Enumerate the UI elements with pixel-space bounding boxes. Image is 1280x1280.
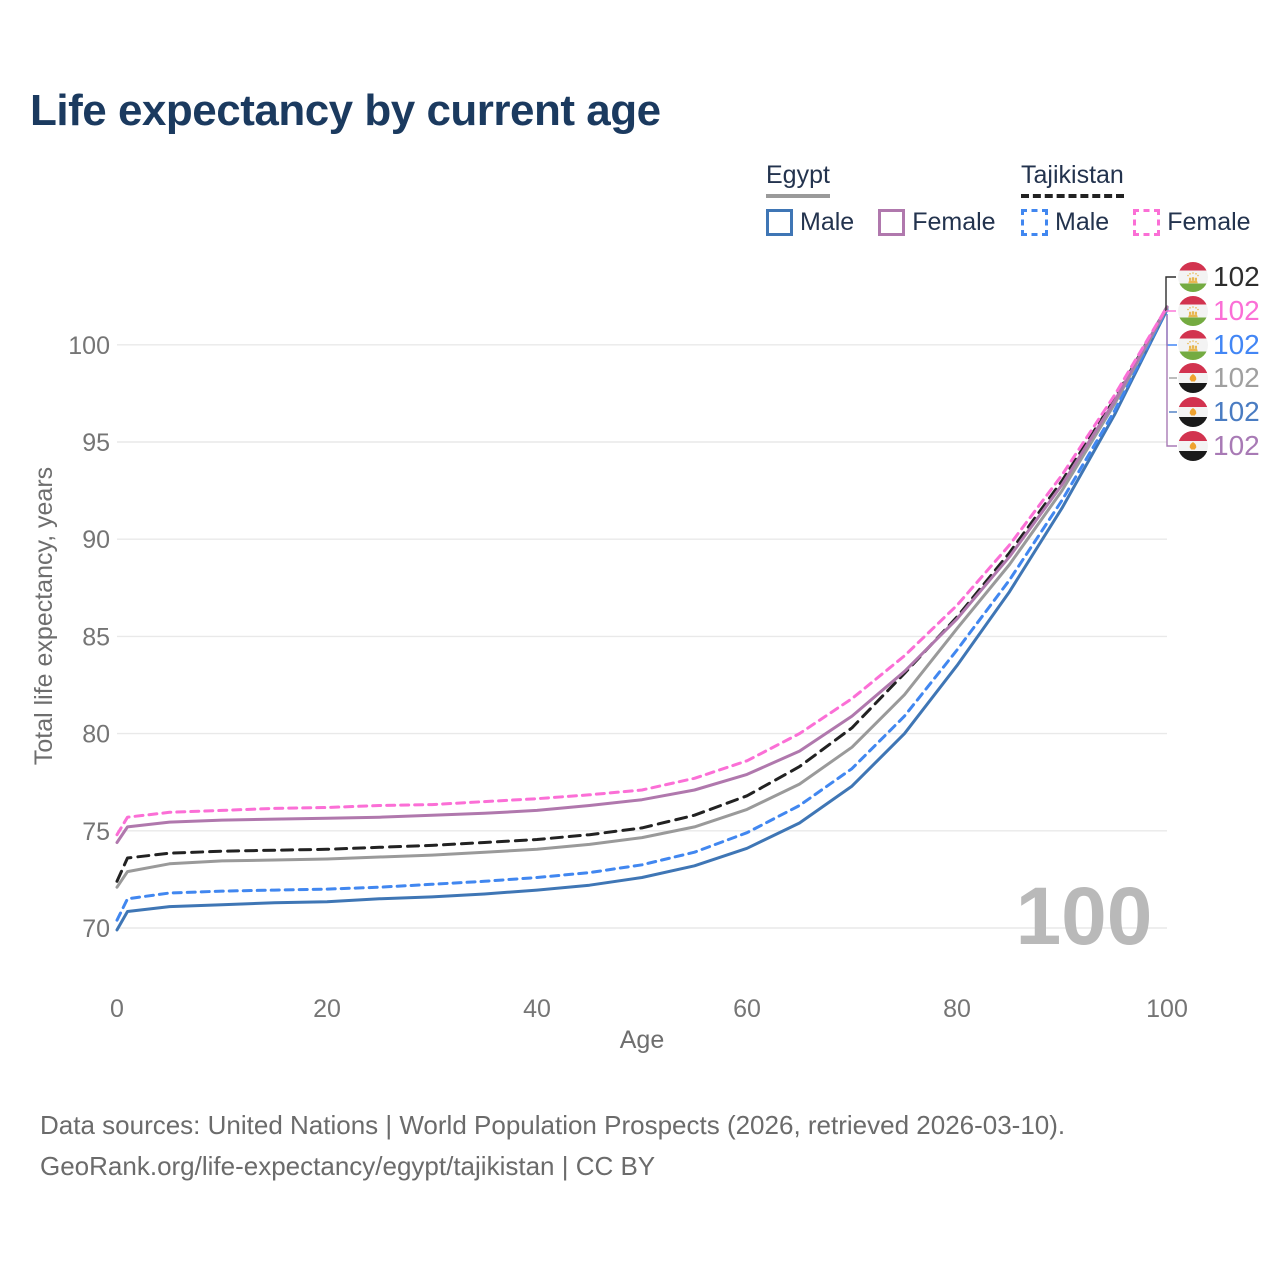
legend-label: Male [1055,207,1110,236]
end-value-egypt-total: 102 [1213,362,1260,393]
tajikistan-female-swatch-icon [1133,208,1161,236]
x-tick-label: 80 [943,995,971,1023]
tajikistan-flag-icon [1178,262,1208,292]
y-tick-label: 80 [82,721,110,749]
line-tajikistan-total[interactable] [115,305,1169,883]
footer-attribution: GeoRank.org/life-expectancy/egypt/tajiki… [40,1151,656,1181]
egypt-flag-icon [1178,363,1208,393]
egypt-female-swatch-icon [878,208,906,236]
x-tick-label: 20 [313,995,341,1023]
x-tick-label: 0 [110,995,124,1023]
legend-item-egypt-male[interactable]: Male [766,208,854,237]
line-egypt-male[interactable] [115,308,1169,932]
life-expectancy-chart[interactable]: Total life expectancy, years Age 70 75 80 8… [0,0,1280,1080]
legend-items-tajikistan: Male Female [1021,208,1251,237]
egypt-flag-icon [1178,431,1208,461]
line-tajikistan-male[interactable] [115,307,1169,922]
y-tick-label: 90 [82,526,110,554]
legend-item-tajikistan-female[interactable]: Female [1133,207,1251,237]
end-value-egypt-male: 102 [1213,396,1260,427]
legend-item-egypt-female[interactable]: Female [878,207,996,237]
legend-label: Female [1167,207,1251,236]
x-tick-label: 60 [733,995,761,1023]
legend-label: Male [800,207,855,236]
tajikistan-male-swatch-icon [1021,208,1048,236]
tajikistan-flag-icon [1178,330,1208,360]
page-title: Life expectancy by current age [30,86,661,135]
end-value-tajikistan-female: 102 [1213,295,1260,326]
leader-line-egypt-female [1166,315,1177,447]
leader-line-tajikistan-total [1165,276,1176,311]
legend-header-tajikistan[interactable]: Tajikistan [1021,161,1124,198]
end-value-egypt-female: 102 [1213,430,1260,461]
egypt-flag-icon [1178,397,1208,427]
leader-line-tajikistan-male [1166,314,1177,346]
x-tick-label: 40 [523,995,551,1023]
footer-data-sources: Data sources: United Nations | World Pop… [40,1110,1066,1140]
y-axis-title: Total life expectancy, years [30,467,58,765]
line-egypt-female[interactable] [115,305,1169,844]
y-tick-label: 100 [68,332,110,360]
tajikistan-flag-icon [1178,296,1208,326]
y-tick-label: 95 [82,429,110,457]
end-value-tajikistan-male: 102 [1213,329,1260,360]
legend-label: Female [912,207,996,236]
x-axis-title: Age [620,1026,664,1054]
legend-item-tajikistan-male[interactable]: Male [1021,208,1109,237]
y-tick-label: 70 [82,915,110,943]
hover-age-indicator: 100 [1016,871,1153,962]
egypt-male-swatch-icon [766,208,793,236]
legend-header-egypt[interactable]: Egypt [766,161,830,198]
end-value-tajikistan-total: 102 [1213,261,1260,292]
legend-group-tajikistan: Tajikistan Male Female [1021,161,1251,237]
x-tick-label: 100 [1146,995,1188,1023]
legend-items-egypt: Male Female [766,208,996,237]
line-egypt-total[interactable] [115,306,1169,889]
line-tajikistan-female[interactable] [115,305,1169,837]
legend-group-egypt: Egypt Male Female [766,161,996,237]
y-tick-label: 75 [82,818,110,846]
y-tick-label: 85 [82,623,110,651]
